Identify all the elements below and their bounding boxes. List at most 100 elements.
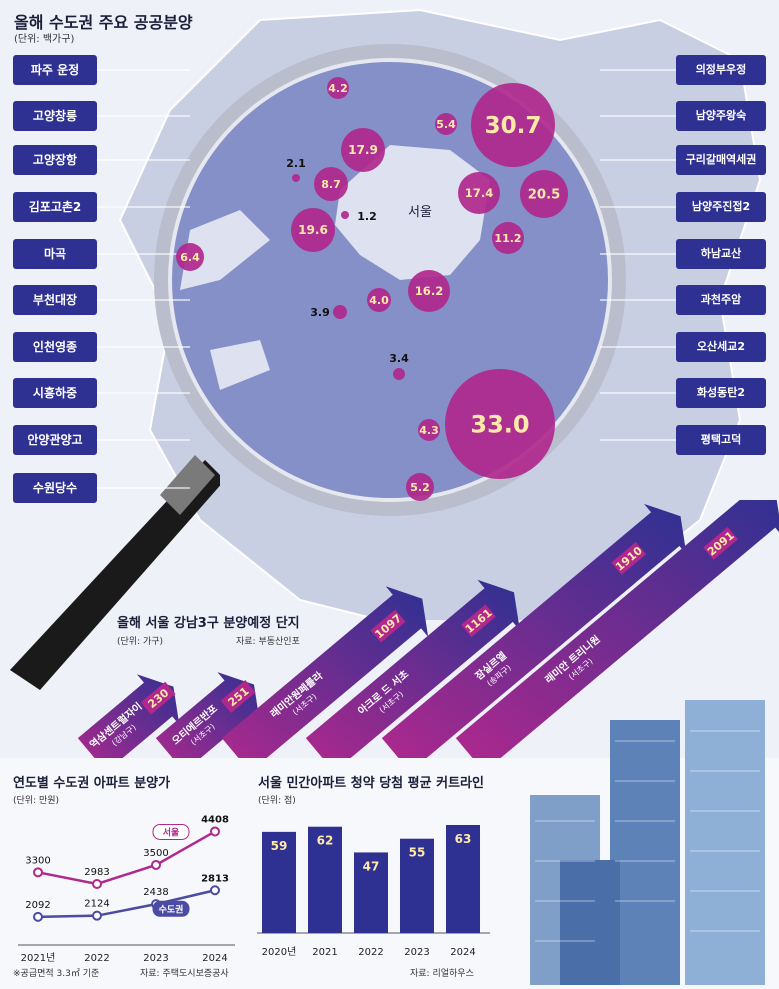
map-bubble-8 — [520, 170, 568, 218]
right-label-5: 과천주암 — [676, 285, 766, 315]
map-unit: (단위: 백가구) — [14, 34, 75, 45]
map-bubble-value-15: 3.4 — [389, 352, 409, 365]
map-bubble-14 — [367, 288, 391, 312]
right-label-1: 남양주왕숙 — [676, 101, 766, 131]
map-bubble-16 — [418, 419, 440, 441]
line-point-0-3 — [210, 826, 220, 837]
bar-value-1: 62 — [317, 834, 334, 848]
map-bubble-5 — [314, 167, 348, 201]
map-bubble-1 — [435, 113, 457, 135]
map-bubble-value-17: 33.0 — [470, 410, 529, 438]
right-label-6: 오산세교2 — [676, 332, 766, 362]
right-label-3: 남양주진접2 — [676, 192, 766, 222]
bar-value-4: 63 — [455, 832, 472, 846]
map-bubble-value-5: 8.7 — [321, 178, 341, 191]
map-bubble-2 — [471, 83, 555, 167]
left-label-1: 고양창릉 — [13, 101, 97, 131]
bar-chart: 59 2020년 62 2021 47 2022 55 2023 63 2024 — [257, 825, 490, 958]
map-bubble-value-8: 20.5 — [528, 188, 561, 203]
left-label-8: 안양관양고 — [13, 425, 97, 455]
line-chart: 2021년 2022 2023 2024 3300 2983 3500 4408 서울 2092 2… — [18, 814, 235, 964]
line-point-0-0 — [33, 867, 43, 878]
right-label-4: 하남교산 — [676, 239, 766, 269]
line-label-1-3: 2813 — [201, 873, 229, 884]
map-bubble-value-18: 5.2 — [410, 481, 430, 494]
left-label-0: 파주 운정 — [13, 55, 97, 85]
left-label-4: 마곡 — [13, 239, 97, 269]
map-bubble-17 — [445, 369, 555, 479]
line-label-0-3: 4408 — [201, 814, 229, 825]
line-chart-footnote: ※공급면적 3.3㎡ 기준 — [13, 969, 100, 979]
map-bubble-18 — [406, 473, 434, 501]
right-label-0: 의정부우정 — [676, 55, 766, 85]
bar-3 — [400, 838, 434, 933]
map-bubble-value-7: 17.4 — [465, 186, 494, 200]
connector-lines — [97, 69, 676, 489]
line-label-1-2: 2438 — [143, 887, 168, 898]
left-label-6: 인천영종 — [13, 332, 97, 362]
map-bubble-value-6: 1.2 — [357, 210, 377, 223]
bar-category-0: 2020년 — [262, 946, 297, 958]
map-bubble-10 — [492, 222, 524, 254]
gangnam-arrow-5: 래미안 트리니원(서초구)2091 — [455, 500, 779, 760]
bar-category-4: 2024 — [450, 947, 475, 958]
line-series-1 — [37, 889, 216, 919]
map-bubble-12 — [408, 270, 450, 312]
line-chart-source: 자료: 주택도시보증공사 — [140, 969, 229, 979]
line-label-0-0: 3300 — [25, 855, 50, 866]
line-chart-x-tick-0: 2021년 — [21, 952, 56, 964]
magnifier-handle — [10, 455, 220, 690]
line-label-1-1: 2124 — [84, 899, 109, 910]
map-bubble-13 — [333, 305, 347, 319]
bar-value-3: 55 — [409, 846, 426, 860]
map-bubble-value-11: 6.4 — [180, 251, 200, 264]
line-series-tag-1: 수도권 — [159, 903, 184, 915]
bar-value-0: 59 — [271, 839, 288, 853]
map-bubble-value-4: 2.1 — [286, 157, 306, 170]
gangnam-arrow-2: 래미안원페를라(서초구)1097 — [221, 586, 429, 760]
gangnam-arrow-0: 역삼센트럴자이(강남구)230 — [77, 674, 180, 760]
map-bubble-value-1: 5.4 — [436, 118, 456, 131]
map-bubble-value-13: 3.9 — [310, 306, 330, 319]
map-bubble-11 — [176, 243, 204, 271]
map-bubble-value-0: 4.2 — [328, 82, 348, 95]
map-bubble-4 — [292, 174, 300, 182]
map-title: 올해 수도권 주요 공공분양 — [14, 13, 193, 32]
map-bubble-value-9: 19.6 — [298, 223, 328, 237]
line-chart-title: 연도별 수도권 아파트 분양가 — [13, 776, 171, 791]
line-point-0-1 — [92, 879, 102, 890]
line-chart-x-tick-3: 2024 — [202, 953, 227, 964]
map-bubble-value-10: 11.2 — [494, 232, 521, 245]
seoul-area — [335, 145, 490, 280]
map-overlay: 4.2 5.4 30.7 17.9 2.1 8.7 1.2 17.4 20.5 19.6 11.2 6… — [97, 69, 676, 501]
line-chart-x-tick-2: 2023 — [143, 953, 168, 964]
right-label-8: 평택고덕 — [676, 425, 766, 455]
map-bubble-7 — [458, 172, 500, 214]
line-series-0 — [37, 830, 216, 886]
bar-chart-unit: (단위: 점) — [258, 796, 296, 806]
bar-4 — [446, 825, 480, 933]
line-chart-unit: (단위: 만원) — [13, 796, 60, 806]
bar-category-1: 2021 — [312, 947, 337, 958]
bar-1 — [308, 826, 342, 933]
seoul-label: 서울 — [408, 205, 432, 220]
line-point-1-0 — [33, 911, 43, 922]
map-bubble-value-3: 17.9 — [348, 143, 378, 157]
left-label-3: 김포고촌2 — [13, 192, 97, 222]
gangnam-title: 올해 서울 강남3구 분양예정 단지 — [117, 616, 300, 631]
line-series-tag-0: 서울 — [163, 826, 180, 838]
map-bubble-value-12: 16.2 — [415, 284, 444, 298]
gangnam-source: 자료: 부동산인포 — [236, 637, 300, 647]
bar-chart-source: 자료: 리얼하우스 — [410, 969, 474, 979]
map-bubble-value-2: 30.7 — [485, 113, 542, 139]
right-label-2: 구리갈매역세권 — [676, 145, 766, 175]
line-chart-x-tick-1: 2022 — [84, 953, 109, 964]
bar-2 — [354, 852, 388, 933]
left-label-9: 수원당수 — [13, 473, 97, 503]
line-label-0-1: 2983 — [84, 867, 109, 878]
line-label-1-0: 2092 — [25, 900, 50, 911]
right-label-7: 화성동탄2 — [676, 378, 766, 408]
gangnam-arrow-4: 잠실르엘(송파구)1910 — [381, 503, 687, 760]
buildings-illustration — [530, 700, 765, 985]
left-label-7: 시흥하중 — [13, 378, 97, 408]
